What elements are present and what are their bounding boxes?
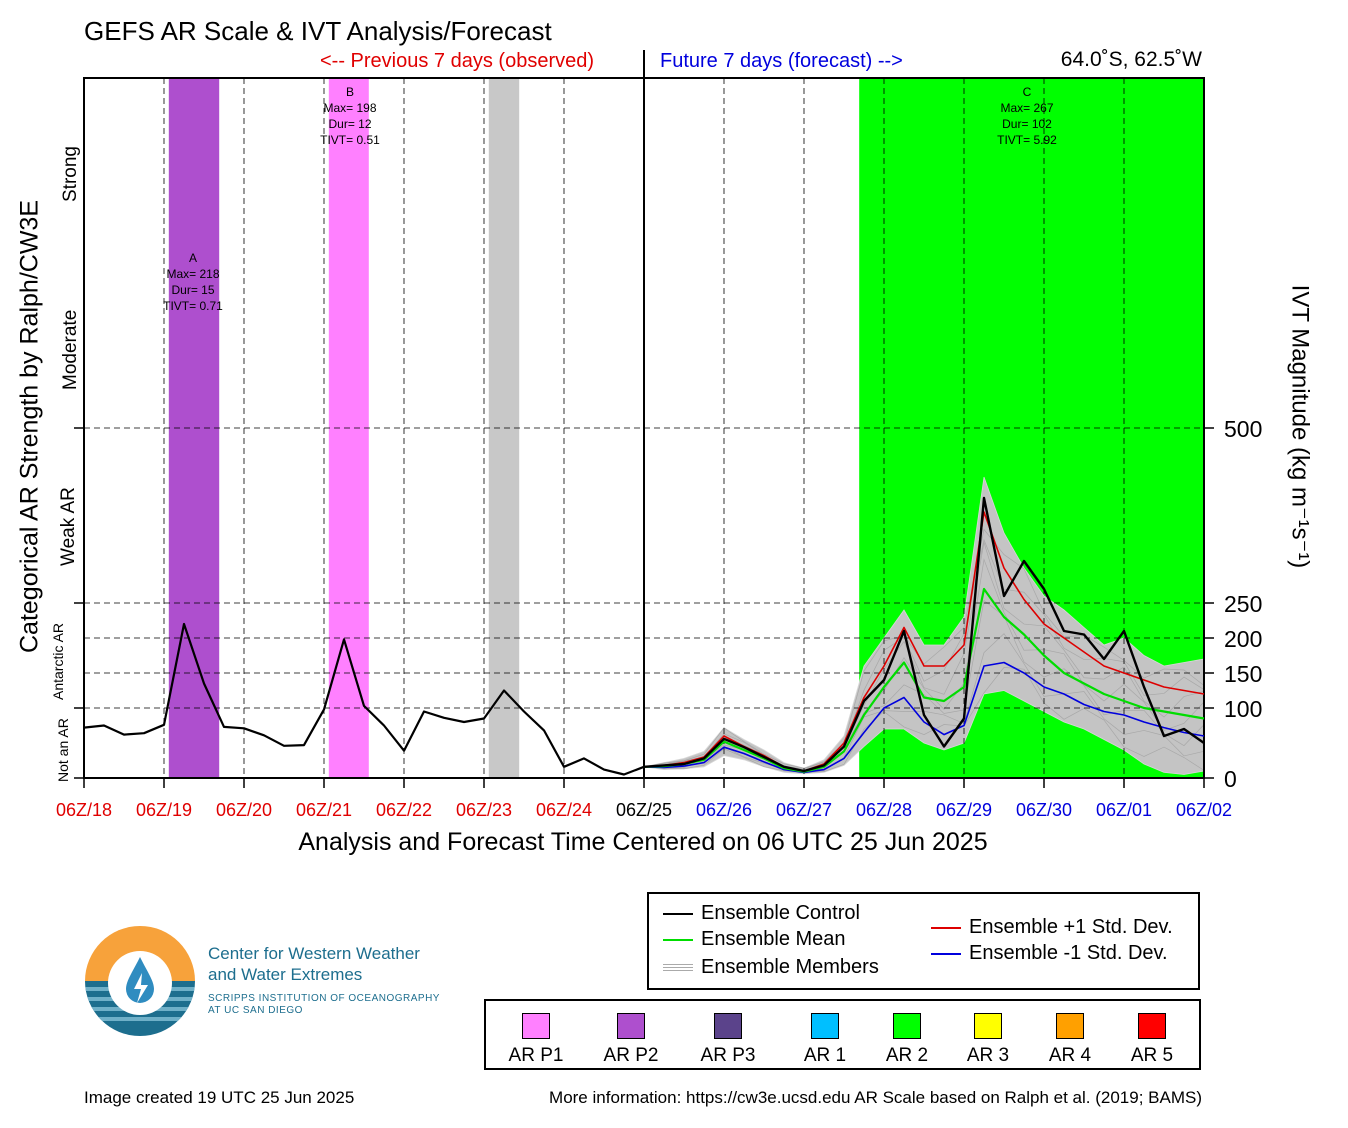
chart-title: GEFS AR Scale & IVT Analysis/Forecast bbox=[84, 16, 552, 46]
ivt-chart: A Max= 218 Dur= 15 TIVT= 0.71 B Max= 198 Dur= … bbox=[56, 50, 1262, 820]
legend-plus-std-swatch bbox=[931, 926, 961, 929]
x-tick-label-2: 06Z/20 bbox=[216, 800, 272, 820]
swatch-ar-p3 bbox=[714, 1013, 742, 1039]
series-minus-std bbox=[643, 661, 1205, 774]
x-tick-label-7: 06Z/25 bbox=[616, 800, 672, 820]
legend-control-label: Ensemble Control bbox=[701, 902, 860, 924]
x-tick-label-1: 06Z/19 bbox=[136, 800, 192, 820]
series-control-forecast bbox=[643, 496, 1205, 773]
y-tick-label-150: 150 bbox=[1224, 661, 1262, 687]
x-tick-label-9: 06Z/27 bbox=[776, 800, 832, 820]
series-plus-std bbox=[643, 511, 1205, 772]
ar-event-1-text-1: Max= 198 bbox=[323, 101, 376, 115]
x-tick-label-14: 06Z/02 bbox=[1176, 800, 1232, 820]
y-tick-label-500: 500 bbox=[1224, 416, 1262, 442]
x-tick-label-0: 06Z/18 bbox=[56, 800, 112, 820]
swatch-ar-4 bbox=[1056, 1013, 1084, 1039]
swatch-ar-p2-label: AR P2 bbox=[603, 1045, 659, 1066]
footer-created: Image created 19 UTC 25 Jun 2025 bbox=[84, 1088, 355, 1107]
legend-control-swatch bbox=[663, 912, 693, 915]
legend-mean: Ensemble Mean bbox=[663, 928, 846, 951]
legend-minus-std: Ensemble -1 Std. Dev. bbox=[931, 942, 1168, 965]
legend-members: Ensemble Members bbox=[663, 956, 879, 979]
y-tick-label-200: 200 bbox=[1224, 626, 1262, 652]
legend-mean-swatch bbox=[663, 938, 693, 941]
x-tick-label-12: 06Z/30 bbox=[1016, 800, 1072, 820]
ar-event-3-text-1: Max= 267 bbox=[1000, 101, 1053, 115]
series-mean bbox=[643, 587, 1205, 773]
org-subtitle: SCRIPPS INSTITUTION OF OCEANOGRAPHY AT U… bbox=[208, 993, 440, 1016]
category-not-ar: Not an AR bbox=[55, 718, 71, 782]
swatch-ar-p1 bbox=[522, 1013, 550, 1039]
legend-plus-std: Ensemble +1 Std. Dev. bbox=[931, 916, 1173, 939]
ar-event-3-text-0: C bbox=[1023, 85, 1032, 99]
legend-members-swatch bbox=[663, 962, 693, 973]
swatch-ar-5 bbox=[1138, 1013, 1166, 1039]
legend-minus-std-swatch bbox=[931, 952, 961, 955]
x-tick-label-5: 06Z/23 bbox=[456, 800, 512, 820]
category-weak-ar: Weak AR bbox=[58, 487, 79, 566]
x-tick-label-8: 06Z/26 bbox=[696, 800, 752, 820]
ar-event-1-text-0: B bbox=[346, 85, 354, 99]
swatch-ar-p3-label: AR P3 bbox=[700, 1045, 756, 1066]
swatch-ar-3 bbox=[974, 1013, 1002, 1039]
x-tick-label-13: 06Z/01 bbox=[1096, 800, 1152, 820]
x-tick-label-3: 06Z/21 bbox=[296, 800, 352, 820]
y-tick-label-0: 0 bbox=[1224, 766, 1237, 792]
x-tick-label-4: 06Z/22 bbox=[376, 800, 432, 820]
org-name: Center for Western Weather and Water Ext… bbox=[208, 944, 420, 984]
ar-event-1-text-3: TIVT= 0.51 bbox=[320, 133, 380, 147]
category-strong: Strong bbox=[60, 146, 81, 202]
legend-plus-std-label: Ensemble +1 Std. Dev. bbox=[969, 916, 1173, 938]
ar-event-0-text-2: Dur= 15 bbox=[171, 283, 214, 297]
swatch-ar-1 bbox=[811, 1013, 839, 1039]
x-tick-label-11: 06Z/29 bbox=[936, 800, 992, 820]
footer-info: More information: https://cw3e.ucsd.edu … bbox=[549, 1088, 1202, 1107]
swatch-ar-4-label: AR 4 bbox=[1048, 1045, 1092, 1066]
swatch-ar-p1-label: AR P1 bbox=[508, 1045, 564, 1066]
previous-period-label: <-- Previous 7 days (observed) bbox=[320, 50, 595, 72]
future-period-label: Future 7 days (forecast) --> bbox=[660, 50, 903, 72]
y-tick-label-250: 250 bbox=[1224, 591, 1262, 617]
category-moderate: Moderate bbox=[60, 309, 81, 390]
legend-mean-label: Ensemble Mean bbox=[701, 928, 846, 950]
swatch-ar-p2 bbox=[617, 1013, 645, 1039]
ar-event-3-text-2: Dur= 102 bbox=[1002, 117, 1052, 131]
ar-event-0-text-1: Max= 218 bbox=[166, 267, 219, 281]
x-tick-label-10: 06Z/28 bbox=[856, 800, 912, 820]
ar-event-3-text-3: TIVT= 5.92 bbox=[997, 133, 1057, 147]
swatch-ar-2 bbox=[893, 1013, 921, 1039]
cw3e-logo-icon bbox=[85, 926, 195, 1036]
swatch-ar-3-label: AR 3 bbox=[966, 1045, 1010, 1066]
ensemble-member-line-6 bbox=[643, 538, 1205, 770]
x-axis-title: Analysis and Forecast Time Centered on 0… bbox=[298, 828, 988, 856]
legend-control: Ensemble Control bbox=[663, 902, 860, 925]
left-axis-title: Categorical AR Strength by Ralph/CW3E bbox=[15, 200, 44, 653]
ar-event-0-text-3: TIVT= 0.71 bbox=[163, 299, 223, 313]
swatch-ar-2-label: AR 2 bbox=[885, 1045, 929, 1066]
series-control-observed bbox=[83, 622, 645, 776]
ensemble-member-line-1 bbox=[643, 666, 1205, 773]
y-tick-label-100: 100 bbox=[1224, 696, 1262, 722]
ar-category-key: AR P1 AR P2 AR P3 AR 1 AR 2 AR 3 AR 4 AR… bbox=[484, 999, 1201, 1070]
ar-event-0-text-0: A bbox=[189, 251, 197, 265]
swatch-ar-5-label: AR 5 bbox=[1130, 1045, 1174, 1066]
right-axis-title: IVT Magnitude (kg m⁻¹s⁻¹) bbox=[1286, 284, 1314, 569]
category-antarctic-ar: Antarctic AR bbox=[50, 622, 66, 700]
x-tick-label-6: 06Z/24 bbox=[536, 800, 592, 820]
legend-members-label: Ensemble Members bbox=[701, 956, 879, 978]
legend: Ensemble Control Ensemble Mean Ensemble … bbox=[647, 892, 1200, 990]
location-label: 64.0˚S, 62.5˚W bbox=[1060, 48, 1202, 71]
ar-event-1-text-2: Dur= 12 bbox=[328, 117, 371, 131]
legend-minus-std-label: Ensemble -1 Std. Dev. bbox=[969, 942, 1168, 964]
swatch-ar-1-label: AR 1 bbox=[803, 1045, 847, 1066]
